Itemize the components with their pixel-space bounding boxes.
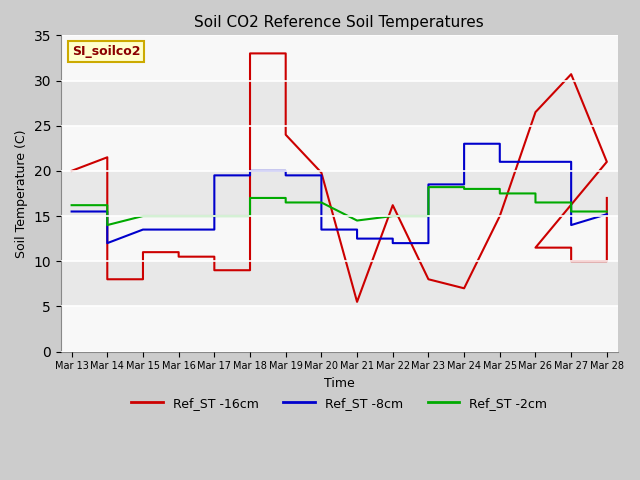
Bar bbox=[61, 216, 618, 261]
Bar bbox=[61, 306, 618, 351]
Bar bbox=[61, 126, 618, 171]
Bar bbox=[61, 81, 618, 126]
Bar bbox=[61, 171, 618, 216]
Bar bbox=[61, 261, 618, 306]
Title: Soil CO2 Reference Soil Temperatures: Soil CO2 Reference Soil Temperatures bbox=[195, 15, 484, 30]
X-axis label: Time: Time bbox=[324, 377, 355, 390]
Legend: Ref_ST -16cm, Ref_ST -8cm, Ref_ST -2cm: Ref_ST -16cm, Ref_ST -8cm, Ref_ST -2cm bbox=[126, 392, 552, 415]
Text: SI_soilco2: SI_soilco2 bbox=[72, 45, 141, 58]
Y-axis label: Soil Temperature (C): Soil Temperature (C) bbox=[15, 129, 28, 258]
Bar bbox=[61, 36, 618, 81]
